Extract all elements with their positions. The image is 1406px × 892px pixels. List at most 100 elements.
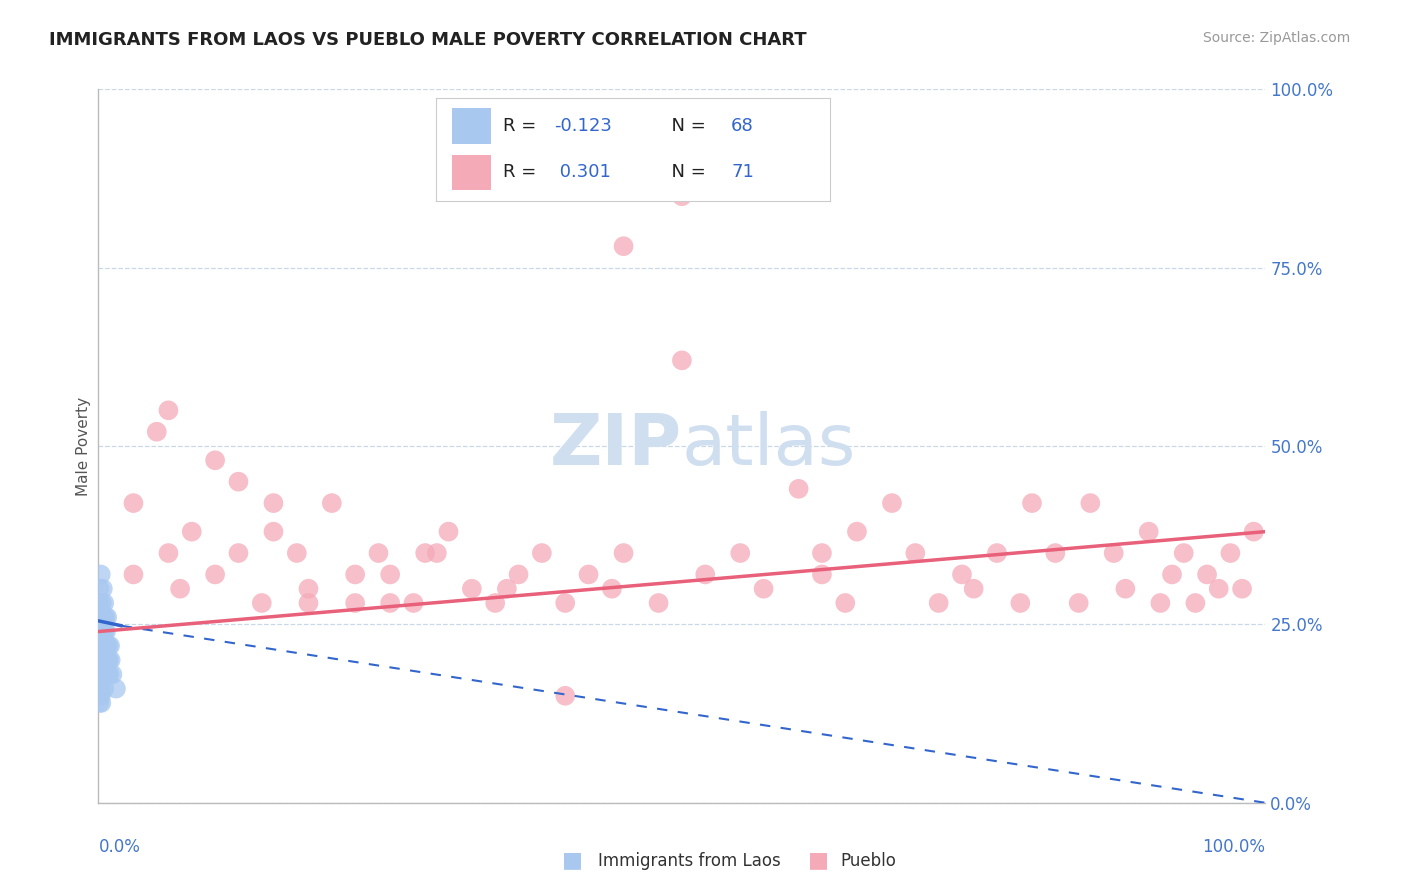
Point bbox=[87, 617, 110, 632]
Point bbox=[94, 610, 117, 624]
Point bbox=[426, 546, 449, 560]
Point bbox=[94, 624, 117, 639]
Point bbox=[228, 475, 250, 489]
Point bbox=[1114, 582, 1136, 596]
Point bbox=[87, 681, 110, 696]
Point bbox=[344, 567, 367, 582]
Point bbox=[89, 582, 111, 596]
Point bbox=[578, 567, 600, 582]
Point bbox=[787, 482, 810, 496]
Point bbox=[93, 610, 115, 624]
Point bbox=[96, 667, 118, 681]
Point bbox=[297, 582, 319, 596]
Point bbox=[1219, 546, 1241, 560]
Point bbox=[262, 496, 284, 510]
Point bbox=[91, 624, 114, 639]
Point bbox=[96, 653, 118, 667]
Point bbox=[600, 582, 623, 596]
Text: N =: N = bbox=[661, 163, 711, 181]
Point bbox=[321, 496, 343, 510]
Point bbox=[96, 610, 118, 624]
Point bbox=[671, 189, 693, 203]
Point bbox=[87, 596, 110, 610]
Text: Immigrants from Laos: Immigrants from Laos bbox=[598, 852, 780, 870]
Text: 100.0%: 100.0% bbox=[1202, 838, 1265, 856]
Text: 0.301: 0.301 bbox=[554, 163, 610, 181]
Point bbox=[612, 239, 634, 253]
Point bbox=[87, 653, 110, 667]
Text: 0.0%: 0.0% bbox=[98, 838, 141, 856]
Point bbox=[89, 681, 111, 696]
Point bbox=[262, 524, 284, 539]
Point bbox=[1230, 582, 1253, 596]
Text: N =: N = bbox=[661, 118, 711, 136]
Text: 71: 71 bbox=[731, 163, 754, 181]
Point bbox=[89, 696, 111, 710]
Text: R =: R = bbox=[503, 163, 541, 181]
Point bbox=[962, 582, 984, 596]
Point bbox=[1243, 524, 1265, 539]
Point bbox=[87, 639, 110, 653]
Point bbox=[89, 667, 111, 681]
Point bbox=[834, 596, 856, 610]
Point bbox=[122, 496, 145, 510]
Y-axis label: Male Poverty: Male Poverty bbox=[76, 396, 91, 496]
Text: ZIP: ZIP bbox=[550, 411, 682, 481]
Point bbox=[90, 639, 112, 653]
Point bbox=[413, 546, 436, 560]
Point bbox=[93, 639, 115, 653]
Point bbox=[297, 596, 319, 610]
Point bbox=[90, 689, 112, 703]
Point bbox=[437, 524, 460, 539]
Point bbox=[928, 596, 950, 610]
Point bbox=[228, 546, 250, 560]
Point bbox=[647, 596, 669, 610]
Point bbox=[285, 546, 308, 560]
FancyBboxPatch shape bbox=[451, 154, 491, 190]
Point bbox=[91, 667, 114, 681]
Point bbox=[90, 610, 112, 624]
Point bbox=[98, 639, 121, 653]
Point bbox=[950, 567, 973, 582]
Point bbox=[880, 496, 903, 510]
Point bbox=[554, 689, 576, 703]
Point bbox=[752, 582, 775, 596]
Point bbox=[122, 567, 145, 582]
Point bbox=[671, 353, 693, 368]
Point bbox=[91, 660, 114, 674]
Point bbox=[91, 624, 114, 639]
Point bbox=[1080, 496, 1102, 510]
Point bbox=[90, 667, 112, 681]
Point bbox=[96, 639, 118, 653]
Point bbox=[530, 546, 553, 560]
Point bbox=[93, 624, 115, 639]
Point bbox=[402, 596, 425, 610]
Point bbox=[90, 653, 112, 667]
Point bbox=[89, 667, 111, 681]
Point bbox=[89, 639, 111, 653]
Text: -0.123: -0.123 bbox=[554, 118, 612, 136]
Point bbox=[1102, 546, 1125, 560]
Point bbox=[380, 596, 402, 610]
Point bbox=[1010, 596, 1032, 610]
Point bbox=[89, 610, 111, 624]
Point bbox=[1173, 546, 1195, 560]
Point bbox=[811, 567, 834, 582]
Point bbox=[90, 667, 112, 681]
Point bbox=[90, 667, 112, 681]
Point bbox=[1137, 524, 1160, 539]
Text: Pueblo: Pueblo bbox=[841, 852, 897, 870]
Point bbox=[90, 567, 112, 582]
Point bbox=[89, 653, 111, 667]
Point bbox=[1184, 596, 1206, 610]
Point bbox=[90, 624, 112, 639]
Point bbox=[89, 624, 111, 639]
Point bbox=[89, 624, 111, 639]
Point bbox=[91, 639, 114, 653]
Point bbox=[986, 546, 1008, 560]
Point bbox=[94, 667, 117, 681]
Point bbox=[101, 667, 124, 681]
Point bbox=[97, 639, 120, 653]
Point bbox=[811, 546, 834, 560]
Point bbox=[89, 653, 111, 667]
